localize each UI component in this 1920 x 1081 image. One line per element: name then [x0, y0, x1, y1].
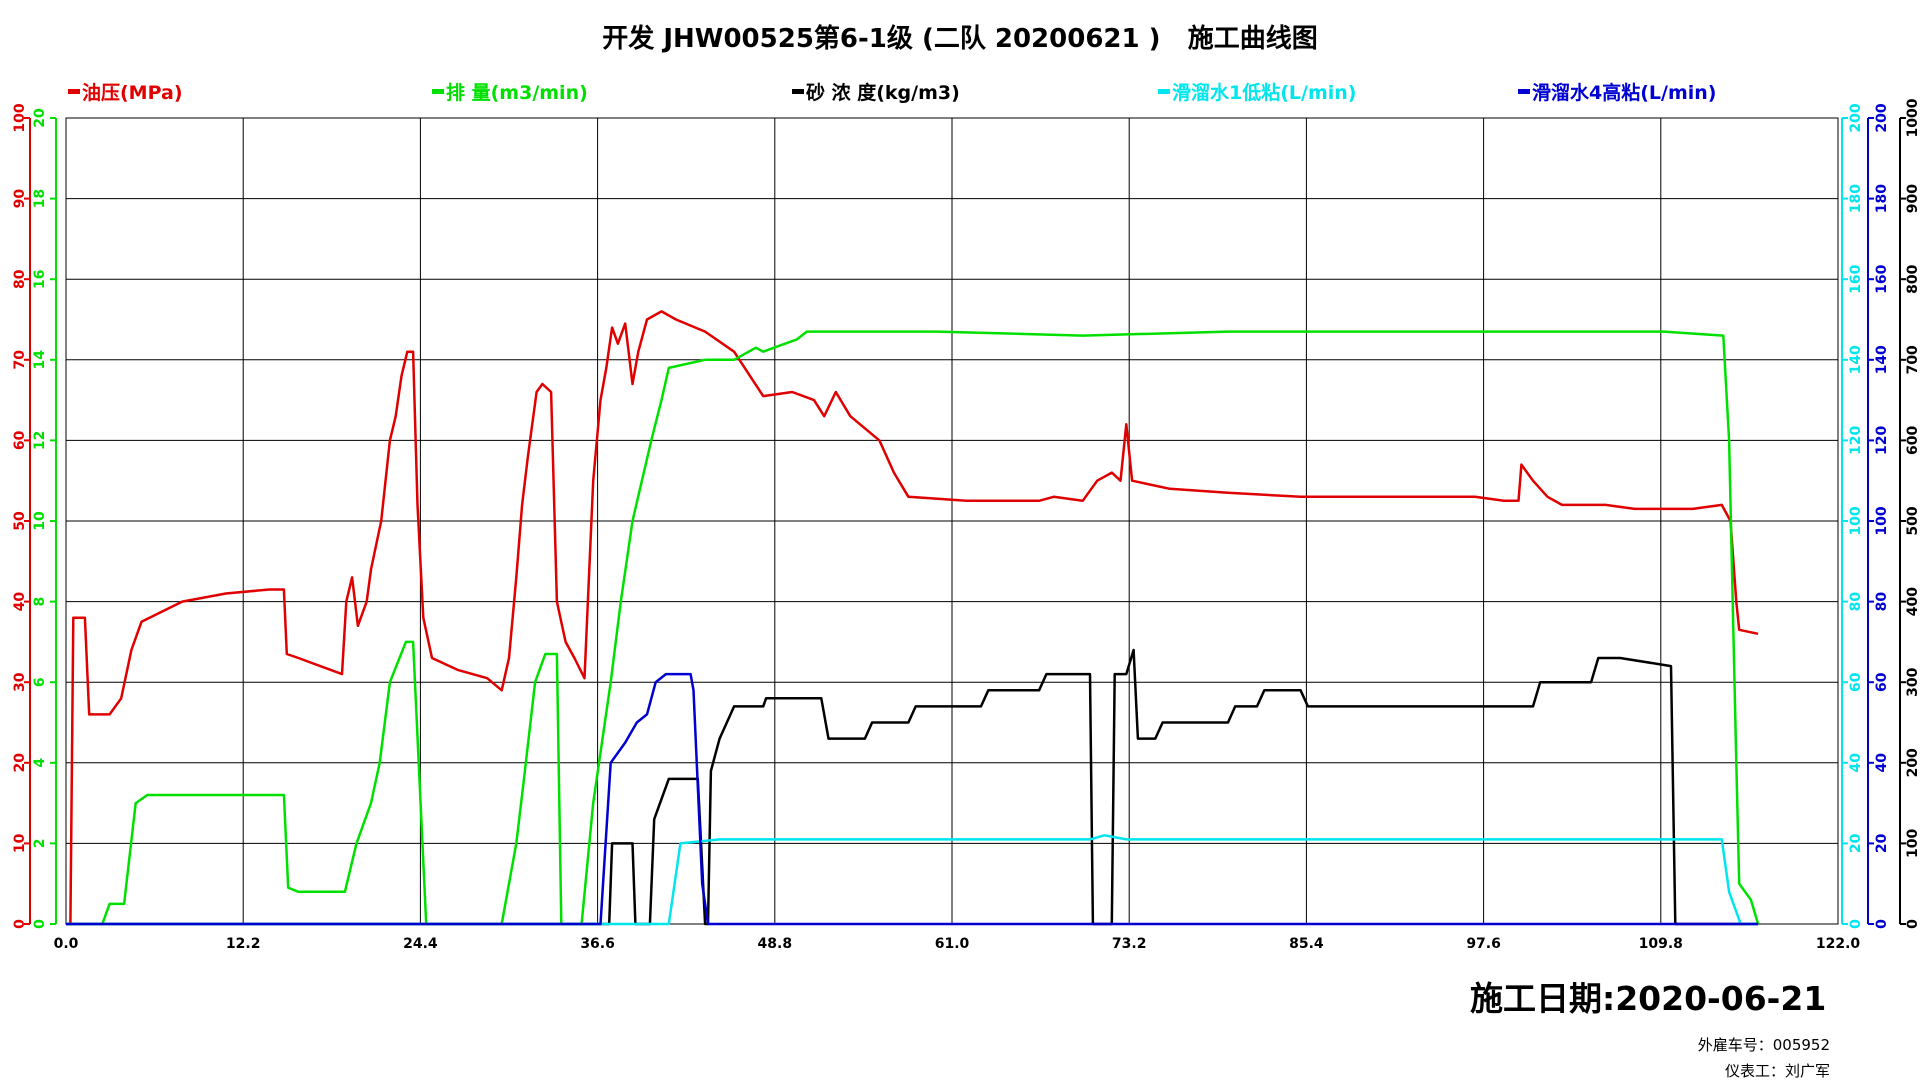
y-tick-label-sand: 900 — [1905, 184, 1920, 213]
legend-swatch-4 — [1518, 89, 1530, 94]
y-tick-label-pressure: 20 — [12, 753, 28, 773]
y-tick-label-pressure: 80 — [12, 269, 28, 289]
legend-swatch-2 — [792, 89, 804, 94]
x-tick-label: 85.4 — [1289, 936, 1324, 952]
y-tick-label-friction_low: 160 — [1848, 264, 1864, 293]
legend-swatch-1 — [432, 89, 444, 94]
y-tick-label-friction_high: 80 — [1874, 592, 1890, 612]
y-tick-label-friction_high: 60 — [1874, 672, 1890, 692]
y-tick-label-rate: 0 — [32, 919, 48, 929]
y-tick-label-sand: 200 — [1905, 748, 1920, 777]
y-tick-label-friction_high: 0 — [1874, 919, 1890, 929]
y-tick-label-friction_high: 160 — [1874, 264, 1890, 293]
y-tick-label-rate: 16 — [32, 269, 48, 288]
legend-label-3: 滑溜水1低粘(L/min) — [1172, 81, 1356, 104]
y-tick-label-friction_low: 200 — [1848, 103, 1864, 132]
x-tick-label: 48.8 — [758, 936, 793, 952]
y-tick-label-sand: 500 — [1905, 506, 1920, 535]
y-tick-label-sand: 600 — [1905, 426, 1920, 455]
y-tick-label-pressure: 60 — [12, 430, 28, 450]
y-tick-label-friction_high: 120 — [1874, 426, 1890, 455]
y-tick-label-rate: 4 — [32, 758, 48, 768]
grid — [65, 117, 1839, 925]
y-tick-label-pressure: 40 — [12, 592, 28, 612]
y-tick-label-sand: 300 — [1905, 667, 1920, 696]
x-tick-label: 12.2 — [226, 936, 261, 952]
y-tick-label-friction_low: 80 — [1848, 592, 1864, 612]
y-tick-label-friction_high: 40 — [1874, 753, 1890, 773]
y-tick-label-friction_low: 120 — [1848, 426, 1864, 455]
y-tick-label-pressure: 70 — [12, 350, 28, 370]
date-label: 施工日期:2020-06-21 — [1470, 979, 1827, 1018]
series-line-2 — [66, 648, 1759, 926]
y-tick-label-rate: 10 — [32, 511, 48, 531]
y-tick-label-friction_high: 100 — [1874, 506, 1890, 535]
y-tick-label-friction_low: 180 — [1848, 184, 1864, 213]
series-line-1 — [66, 330, 1760, 926]
y-tick-label-sand: 0 — [1905, 919, 1920, 929]
y-tick-label-rate: 6 — [32, 677, 48, 687]
y-tick-label-friction_low: 60 — [1848, 672, 1864, 692]
legend-label-2: 砂 浓 度(kg/m3) — [806, 81, 960, 104]
series-line-3 — [66, 834, 1759, 926]
y-tick-label-rate: 12 — [32, 431, 48, 450]
legend: 油压(MPa) 排 量(m3/min) 砂 浓 度(kg/m3) 滑溜水1低粘(L/m… — [68, 81, 1716, 104]
y-tick-label-friction_low: 140 — [1848, 345, 1864, 374]
y-tick-label-rate: 20 — [32, 108, 48, 128]
y-tick-label-pressure: 100 — [12, 103, 28, 132]
legend-label-4: 滑溜水4高粘(L/min) — [1532, 81, 1716, 104]
series-line-4 — [66, 672, 1759, 926]
y-tick-label-rate: 18 — [32, 189, 48, 208]
y-tick-label-sand: 1000 — [1905, 98, 1920, 137]
x-tick-label: 109.8 — [1639, 936, 1683, 952]
footer-truck-number: 外雇车号：005952 — [1697, 1036, 1830, 1054]
y-tick-label-sand: 400 — [1905, 587, 1920, 616]
y-tick-label-pressure: 90 — [12, 189, 28, 209]
y-tick-label-friction_low: 40 — [1848, 753, 1864, 773]
chart-title: 开发 JHW00525第6-1级 (二队 20200621 ) 施工曲线图 — [602, 24, 1318, 54]
y-tick-label-friction_high: 200 — [1874, 103, 1890, 132]
y-tick-label-rate: 2 — [32, 839, 48, 849]
y-tick-label-pressure: 0 — [12, 919, 28, 929]
legend-swatch-3 — [1158, 89, 1170, 94]
y-tick-label-rate: 8 — [32, 597, 48, 607]
series — [66, 310, 1760, 926]
y-tick-label-friction_high: 180 — [1874, 184, 1890, 213]
series-line-0 — [66, 310, 1759, 926]
y-tick-label-rate: 14 — [32, 350, 48, 370]
y-tick-label-friction_low: 100 — [1848, 506, 1864, 535]
y-tick-label-friction_high: 140 — [1874, 345, 1890, 374]
x-tick-label: 97.6 — [1466, 936, 1501, 952]
y-tick-label-friction_low: 0 — [1848, 919, 1864, 929]
legend-label-0: 油压(MPa) — [82, 82, 183, 104]
y-tick-label-sand: 100 — [1905, 829, 1920, 858]
y-tick-label-friction_high: 20 — [1874, 833, 1890, 853]
y-tick-label-pressure: 50 — [12, 511, 28, 531]
y-tick-label-pressure: 10 — [12, 833, 28, 853]
y-tick-label-sand: 800 — [1905, 264, 1920, 293]
x-tick-label: 24.4 — [403, 936, 438, 952]
y-tick-label-sand: 700 — [1905, 345, 1920, 374]
legend-swatch-0 — [68, 89, 80, 94]
x-tick-label: 36.6 — [580, 936, 615, 952]
x-tick-label: 122.0 — [1816, 936, 1861, 952]
axes: 0.0 12.2 24.4 36.6 48.8 61.0 73.2 85.4 97.6 109.8… — [12, 98, 1920, 952]
x-tick-label: 0.0 — [54, 936, 79, 952]
x-tick-label: 61.0 — [935, 936, 970, 952]
legend-label-1: 排 量(m3/min) — [446, 81, 588, 104]
y-tick-label-friction_low: 20 — [1848, 833, 1864, 853]
footer-operator: 仪表工：刘广军 — [1724, 1062, 1830, 1080]
y-tick-label-pressure: 30 — [12, 672, 28, 692]
x-tick-label: 73.2 — [1112, 936, 1147, 952]
